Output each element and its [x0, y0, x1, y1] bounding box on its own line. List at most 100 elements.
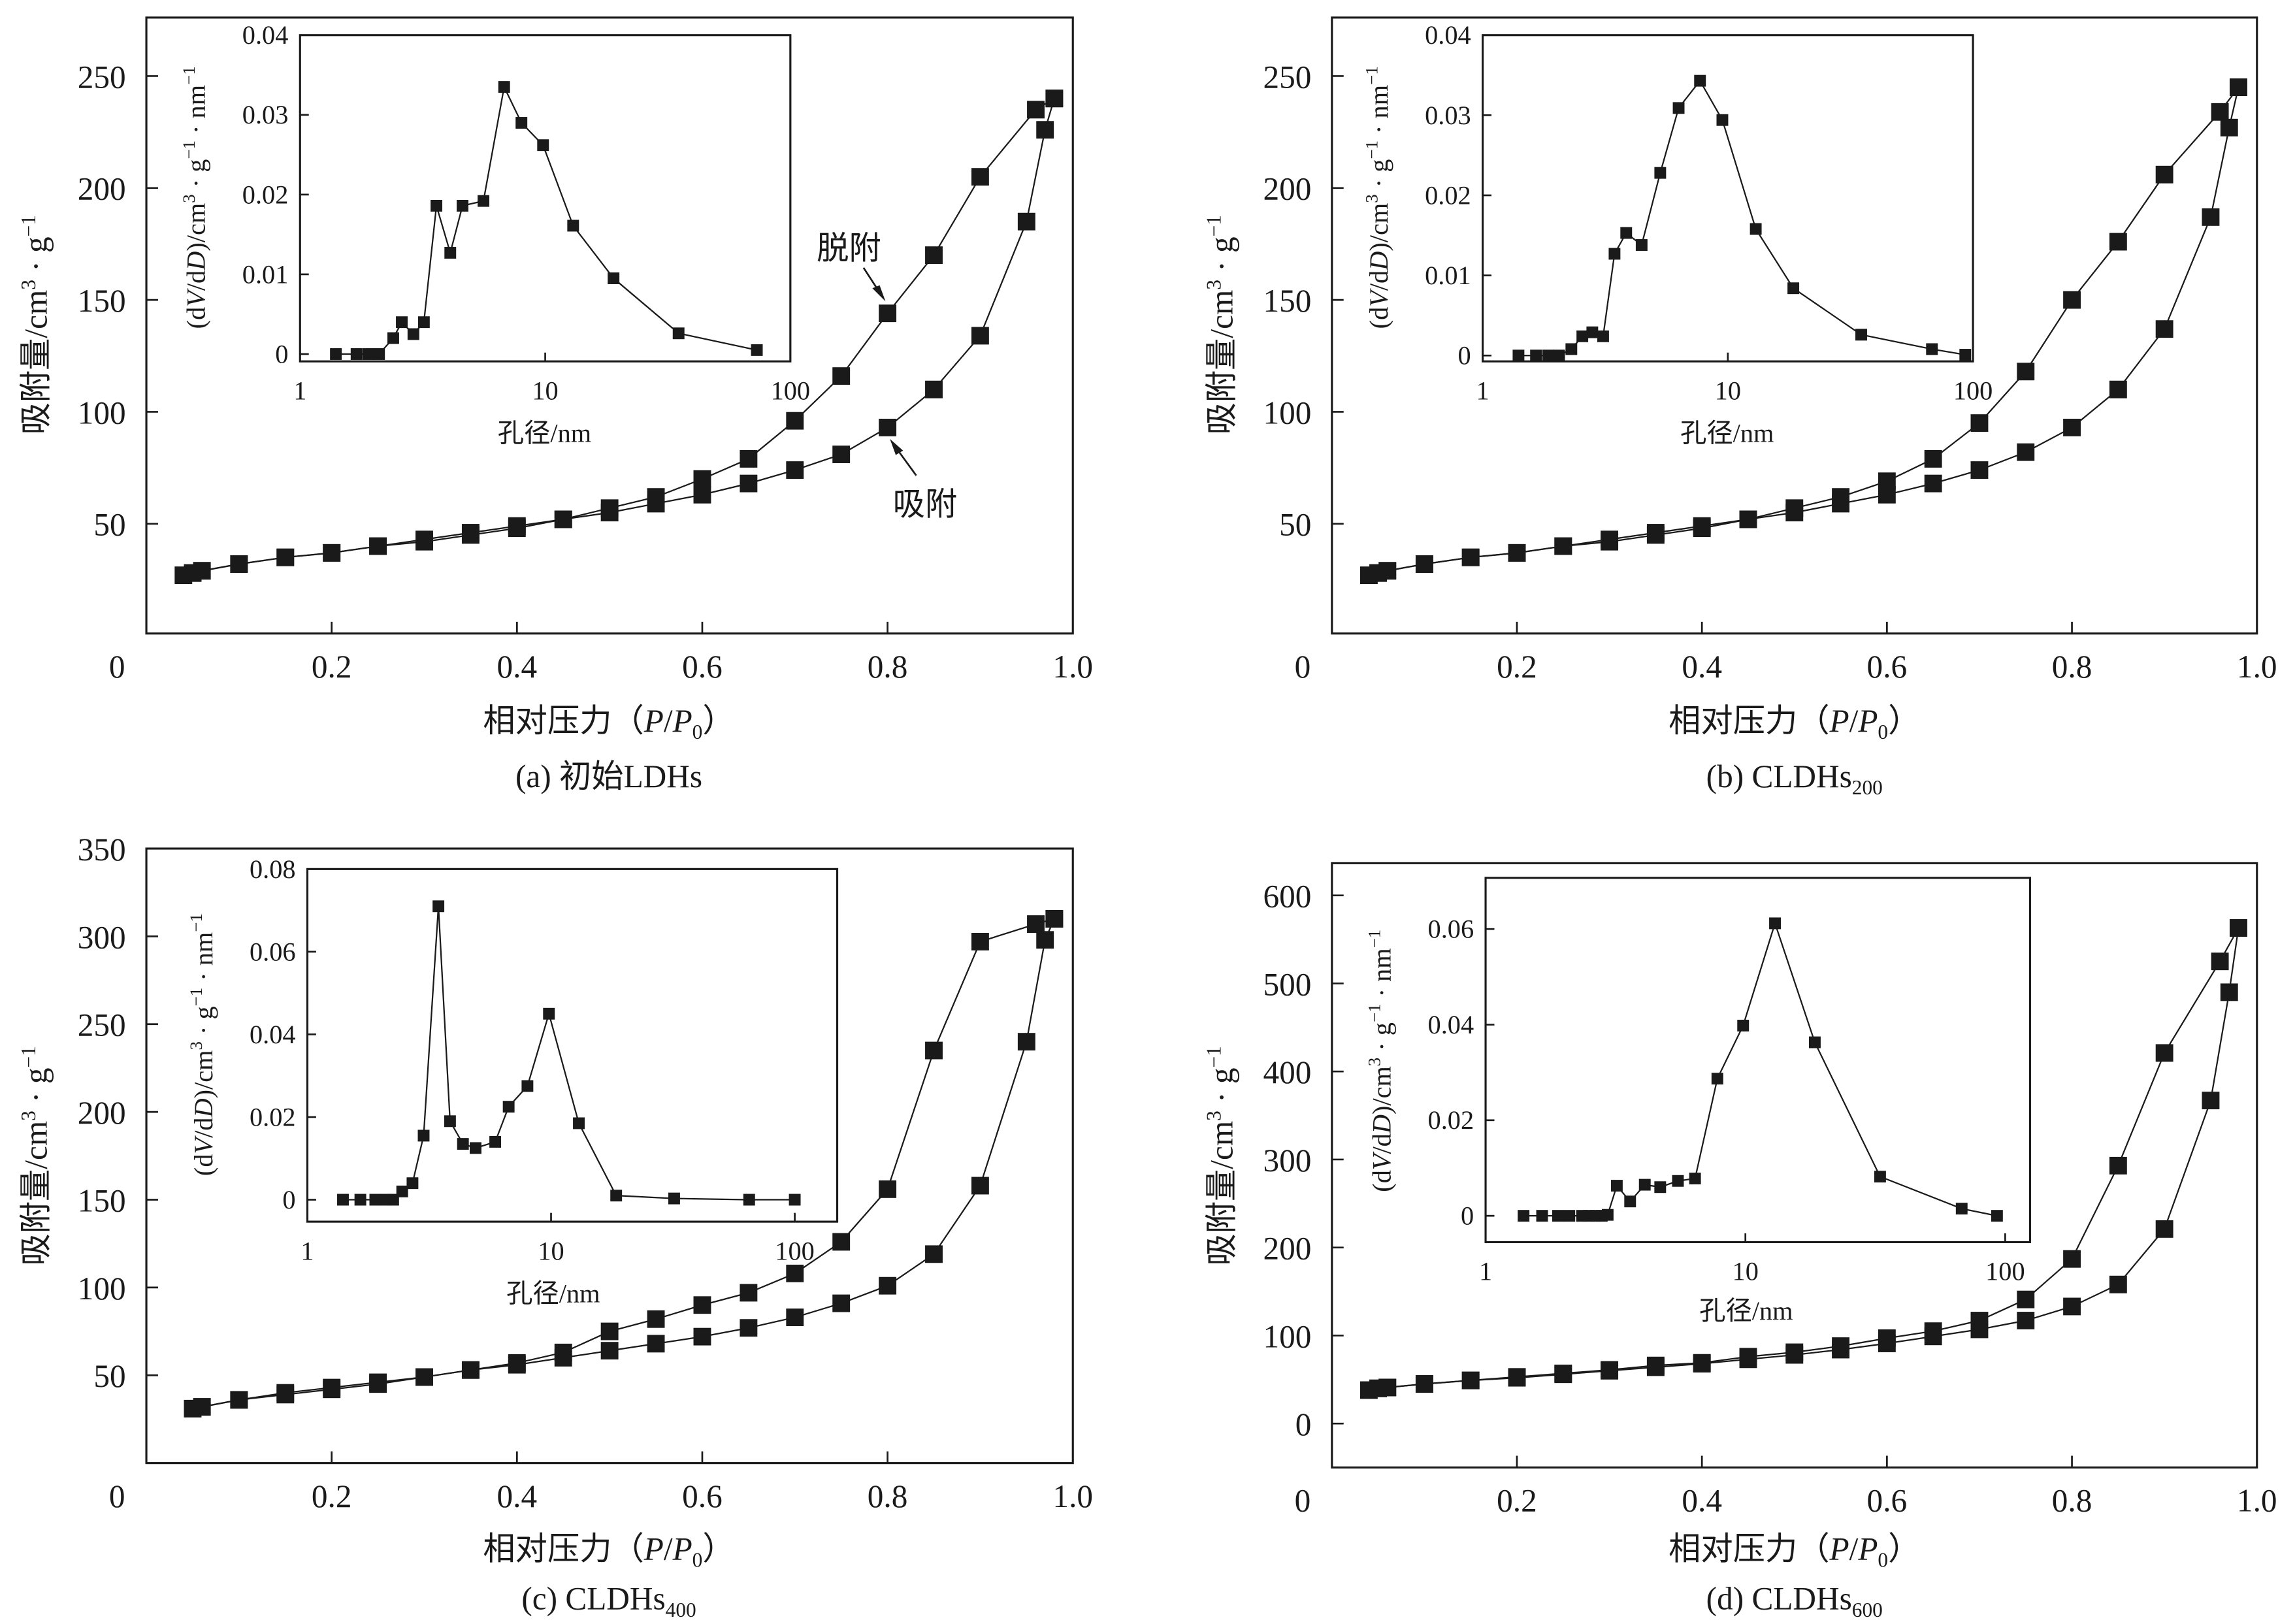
pore-size-point — [457, 1138, 469, 1150]
pore-size-point — [668, 1192, 680, 1205]
pore-size-distribution-line — [1523, 920, 1998, 1217]
pore-size-point — [1809, 1036, 1821, 1048]
x-axis-title: 相对压力（P/P0） — [483, 703, 734, 743]
pore-size-point — [1563, 1210, 1576, 1222]
inset-frame — [306, 868, 839, 1223]
pore-size-point — [1536, 1210, 1548, 1222]
inset-x-tick-label: 1 — [293, 376, 306, 405]
adsorption-point — [925, 380, 943, 398]
inset-x-tick-label: 100 — [771, 376, 810, 405]
y-tick-label: 500 — [1263, 966, 1312, 1002]
pore-size-point — [1576, 330, 1589, 342]
pore-size-point — [1737, 1019, 1750, 1031]
pore-size-point — [610, 1190, 623, 1202]
x-tick-label: 0 — [1295, 1483, 1311, 1519]
x-tick-label: 0.2 — [312, 1478, 352, 1514]
pore-size-point — [1716, 114, 1729, 126]
y-tick-label: 100 — [78, 1271, 126, 1307]
desorption-point — [1739, 510, 1757, 528]
desorption-point — [2211, 103, 2229, 121]
desorption-point — [971, 932, 989, 950]
pore-size-point — [1654, 167, 1667, 179]
pore-size-point — [1635, 239, 1648, 251]
adsorption-point — [1017, 212, 1035, 231]
adsorption-point — [1970, 461, 1989, 479]
desorption-point — [2211, 952, 2229, 971]
y-tick-label: 50 — [93, 507, 125, 543]
desorption-point — [832, 1233, 851, 1251]
pore-size-point — [1855, 329, 1867, 341]
pore-size-point — [469, 1142, 481, 1154]
desorption-point — [1924, 1322, 1942, 1340]
inset-x-tick-label: 10 — [532, 376, 558, 405]
inset-y-axis-title: (dV/dD)/cm3 · g−1 · nm−1 — [179, 66, 211, 329]
pore-size-point — [1694, 74, 1706, 87]
desorption-point — [1045, 910, 1064, 928]
adsorption-point — [740, 474, 758, 493]
desorption-point — [925, 1041, 943, 1060]
desorption-point — [230, 555, 248, 573]
x-tick-label: 0.8 — [868, 1478, 908, 1514]
inset-x-axis-title: 孔径/nm — [506, 1278, 600, 1308]
y-axis-title: 吸附量/cm3 · g−1 — [1203, 1046, 1240, 1265]
adsorption-point — [2063, 1297, 2081, 1316]
pore-size-distribution-line — [343, 906, 795, 1201]
inset-y-tick-label: 0.03 — [242, 100, 289, 129]
pore-size-point — [354, 1194, 366, 1206]
inset-plot-area: 1 10 100 0 0.01 0.02 0.03 0.04 — [242, 20, 810, 405]
x-tick-label: 0.2 — [312, 649, 352, 685]
desorption-point — [1415, 555, 1433, 573]
desorption-point — [1461, 548, 1480, 566]
pore-size-point — [498, 81, 510, 93]
inset-y-tick-label: 0.01 — [242, 259, 289, 289]
desorption-point — [1785, 499, 1804, 517]
desorption-point — [1369, 1379, 1388, 1397]
pore-size-point — [515, 117, 528, 129]
y-tick-label: 150 — [1263, 283, 1312, 319]
desorption-point — [1878, 1329, 1896, 1347]
pore-size-point — [1672, 102, 1685, 114]
pore-size-point — [1750, 223, 1762, 235]
inset-y-tick-label: 0.01 — [1425, 261, 1471, 290]
desorption-point — [971, 168, 989, 186]
x-tick-label: 0.4 — [1682, 649, 1722, 685]
desorption-point — [1693, 1354, 1711, 1372]
desorption-label: 脱附 — [817, 230, 881, 266]
inset-plot-area: 1 10 100 0 0.02 0.04 0.06 0.08 — [250, 854, 815, 1266]
inset-y-tick-label: 0.04 — [242, 20, 289, 50]
pore-size-point — [362, 348, 374, 360]
desorption-point — [323, 544, 341, 562]
inset-x-tick-label: 10 — [538, 1236, 564, 1265]
x-tick-label: 0.8 — [2052, 1483, 2092, 1519]
desorption-point — [323, 1380, 341, 1399]
desorption-point — [554, 1343, 572, 1361]
y-tick-label: 200 — [1263, 171, 1312, 207]
pore-size-point — [1552, 1210, 1564, 1222]
y-tick-label: 50 — [93, 1358, 125, 1394]
pore-size-point — [350, 348, 363, 360]
pore-size-point — [407, 328, 419, 340]
pore-size-point — [457, 200, 468, 212]
adsorption-point — [2063, 419, 2081, 436]
pore-size-point — [743, 1194, 755, 1206]
pore-size-point — [1553, 349, 1565, 362]
pore-size-point — [369, 1194, 382, 1206]
pore-size-point — [751, 344, 763, 356]
desorption-point — [1924, 449, 1942, 468]
inset-y-tick-label: 0.06 — [1428, 915, 1474, 944]
pore-size-point — [1608, 248, 1621, 260]
pore-size-point — [387, 1194, 399, 1206]
inset-y-tick-label: 0 — [1461, 1201, 1474, 1231]
inset-x-tick-label: 100 — [1953, 376, 1993, 405]
x-axis-title: 相对压力（P/P0） — [483, 1531, 734, 1571]
y-tick-label: 400 — [1263, 1054, 1312, 1090]
inset-frame — [1484, 877, 2032, 1244]
desorption-point — [740, 449, 758, 468]
desorption-point — [647, 488, 665, 506]
y-tick-label: 150 — [78, 1182, 126, 1218]
desorption-point — [415, 530, 433, 549]
desorption-point — [1415, 1375, 1433, 1393]
desorption-point — [276, 1386, 295, 1404]
